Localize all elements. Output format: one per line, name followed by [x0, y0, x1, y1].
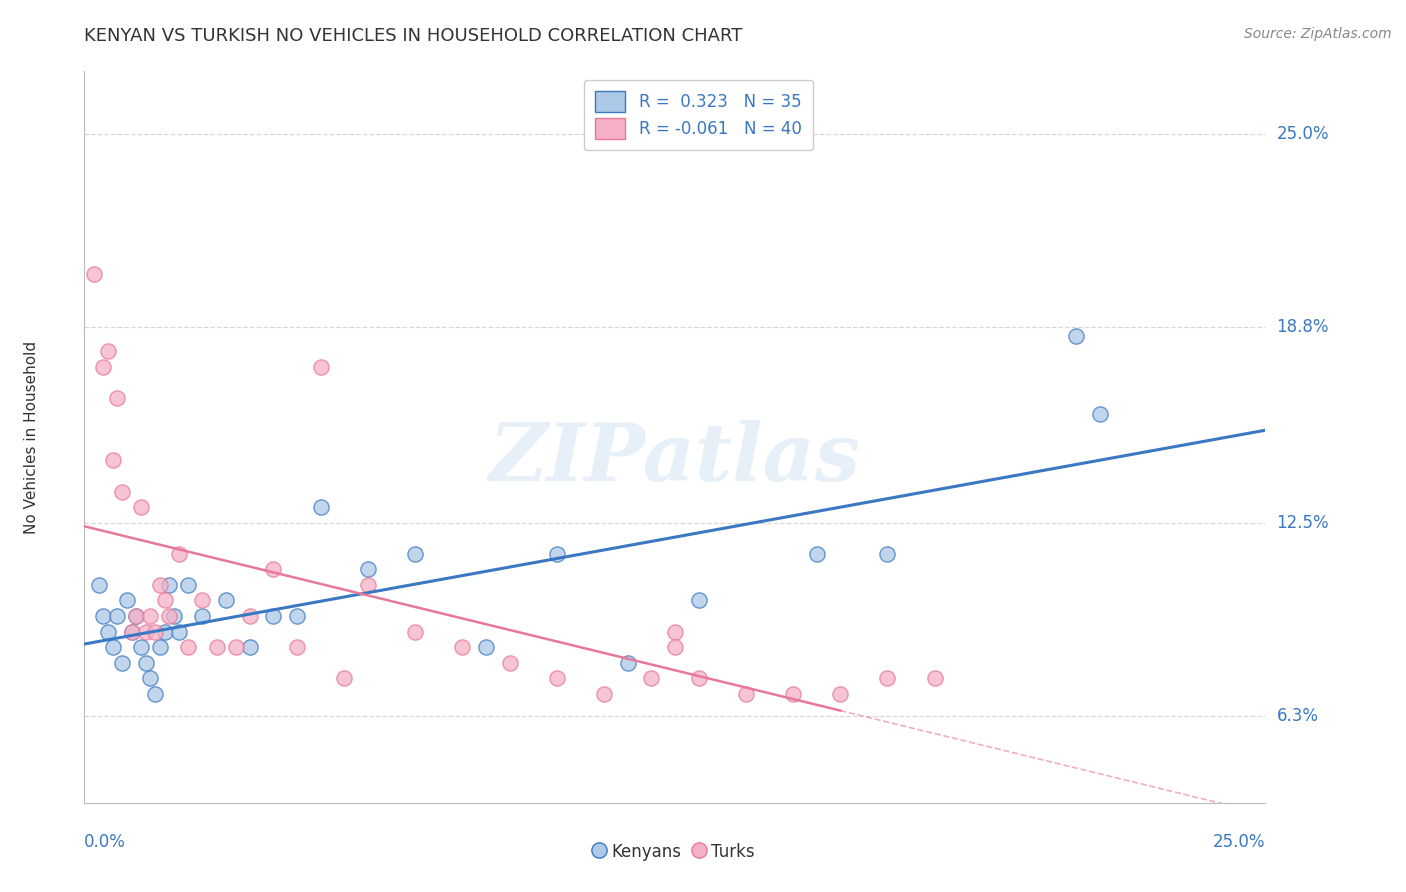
Point — [546, 547, 568, 561]
Text: ZIPatlas: ZIPatlas — [489, 420, 860, 498]
Point — [135, 624, 157, 639]
Point — [215, 593, 238, 607]
Point — [285, 609, 308, 624]
Point — [309, 359, 332, 374]
Text: 6.3%: 6.3% — [1277, 706, 1319, 724]
Point — [205, 640, 228, 655]
Point — [111, 656, 134, 670]
Point — [830, 687, 852, 701]
Point — [139, 609, 162, 624]
Text: 25.0%: 25.0% — [1213, 833, 1265, 851]
Point — [121, 624, 143, 639]
Point — [87, 578, 110, 592]
Point — [83, 267, 105, 281]
Text: KENYAN VS TURKISH NO VEHICLES IN HOUSEHOLD CORRELATION CHART: KENYAN VS TURKISH NO VEHICLES IN HOUSEHO… — [84, 27, 742, 45]
Point — [357, 562, 380, 576]
Point — [129, 500, 152, 515]
Point — [239, 609, 262, 624]
Point — [157, 578, 180, 592]
Point — [498, 656, 520, 670]
Point — [1088, 407, 1111, 421]
Point — [688, 671, 710, 685]
Point — [153, 593, 176, 607]
Point — [404, 624, 426, 639]
Point — [125, 609, 148, 624]
Point — [475, 640, 498, 655]
Point — [309, 500, 332, 515]
Point — [239, 640, 262, 655]
Point — [139, 671, 162, 685]
Point — [111, 484, 134, 499]
Legend: Kenyans, Turks: Kenyans, Turks — [588, 836, 762, 868]
Point — [333, 671, 356, 685]
Point — [1066, 329, 1088, 343]
Point — [125, 609, 148, 624]
Point — [688, 593, 710, 607]
Point — [451, 640, 474, 655]
Point — [357, 578, 380, 592]
Text: 18.8%: 18.8% — [1277, 318, 1329, 335]
Point — [640, 671, 662, 685]
Point — [143, 624, 166, 639]
Point — [101, 453, 124, 467]
Point — [285, 640, 308, 655]
Point — [107, 609, 129, 624]
Point — [157, 609, 180, 624]
Point — [97, 624, 120, 639]
Point — [91, 359, 114, 374]
Point — [225, 640, 247, 655]
Point — [167, 624, 190, 639]
Text: 25.0%: 25.0% — [1277, 125, 1329, 143]
Point — [616, 656, 638, 670]
Point — [121, 624, 143, 639]
Point — [404, 547, 426, 561]
Point — [593, 687, 616, 701]
Point — [262, 609, 284, 624]
Point — [734, 687, 756, 701]
Text: No Vehicles in Household: No Vehicles in Household — [24, 341, 39, 533]
Point — [191, 593, 214, 607]
Point — [664, 624, 686, 639]
Point — [167, 547, 190, 561]
Point — [135, 656, 157, 670]
Point — [91, 609, 114, 624]
Point — [876, 547, 898, 561]
Point — [876, 671, 898, 685]
Text: 0.0%: 0.0% — [84, 833, 127, 851]
Point — [924, 671, 946, 685]
Point — [129, 640, 152, 655]
Point — [143, 687, 166, 701]
Point — [546, 671, 568, 685]
Point — [107, 391, 129, 405]
Text: 12.5%: 12.5% — [1277, 514, 1329, 532]
Point — [115, 593, 138, 607]
Point — [101, 640, 124, 655]
Point — [163, 609, 186, 624]
Point — [191, 609, 214, 624]
Point — [177, 640, 200, 655]
Point — [262, 562, 284, 576]
Point — [153, 624, 176, 639]
Point — [97, 344, 120, 359]
Point — [149, 578, 172, 592]
Point — [806, 547, 828, 561]
Text: Source: ZipAtlas.com: Source: ZipAtlas.com — [1244, 27, 1392, 41]
Point — [177, 578, 200, 592]
Point — [782, 687, 804, 701]
Point — [664, 640, 686, 655]
Point — [149, 640, 172, 655]
